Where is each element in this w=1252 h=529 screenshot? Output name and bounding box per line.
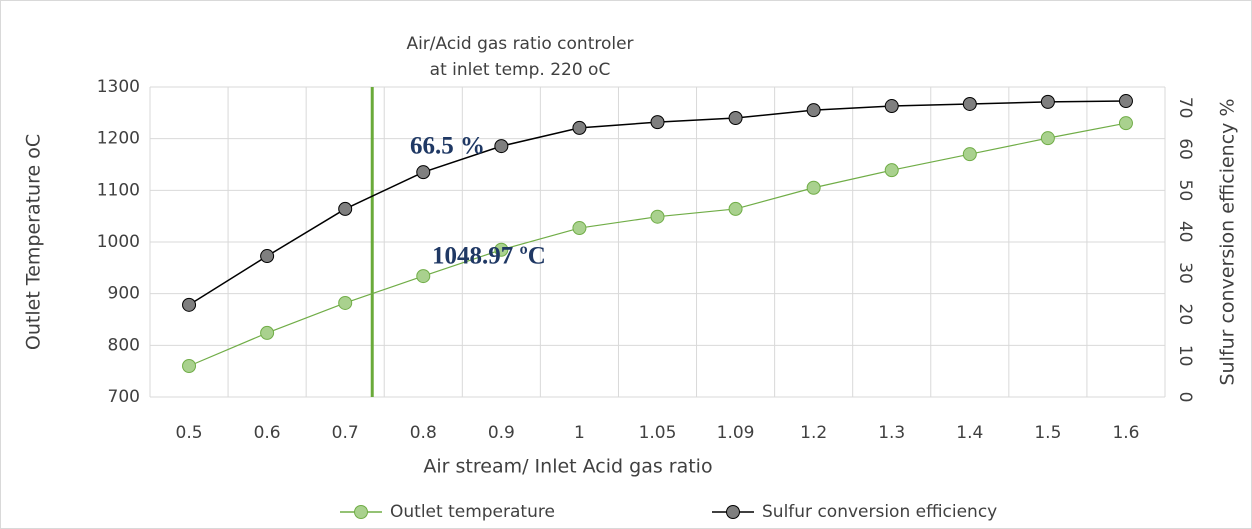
x-tick-label: 1.3 xyxy=(878,423,905,443)
annotation: 66.5 % xyxy=(410,133,485,160)
chart-subtitle: at inlet temp. 220 oC xyxy=(430,60,611,80)
x-tick-label: 0.5 xyxy=(176,423,203,443)
legend-marker xyxy=(726,505,740,519)
y-tick-label: 800 xyxy=(108,335,140,355)
x-tick-label: 0.6 xyxy=(254,423,281,443)
x-tick-label: 1.4 xyxy=(956,423,983,443)
marker xyxy=(884,163,899,178)
x-tick-label: 1.6 xyxy=(1112,423,1139,443)
y-tick-label: 1200 xyxy=(97,129,140,149)
y-tick-label: 700 xyxy=(108,387,140,407)
y2-tick-label: 50 xyxy=(1175,180,1195,202)
x-tick-label: 1.2 xyxy=(800,423,827,443)
x-tick-label: 0.8 xyxy=(410,423,437,443)
marker xyxy=(260,325,275,340)
marker xyxy=(338,201,353,216)
y2-tick-label: 40 xyxy=(1175,221,1195,243)
marker xyxy=(728,201,743,216)
x-tick-label: 1 xyxy=(574,423,585,443)
marker xyxy=(650,209,665,224)
marker xyxy=(1118,116,1133,131)
marker xyxy=(182,359,197,373)
y2-tick-label: 70 xyxy=(1175,97,1195,119)
marker xyxy=(572,221,587,236)
marker xyxy=(260,249,275,264)
chart-title: Air/Acid gas ratio controler xyxy=(406,34,633,54)
y2-tick-label: 60 xyxy=(1175,138,1195,160)
y2-tick-label: 0 xyxy=(1175,392,1195,403)
marker xyxy=(962,96,977,111)
marker xyxy=(182,297,197,312)
legend-label: Sulfur conversion efficiency xyxy=(762,502,997,522)
x-tick-label: 1.05 xyxy=(639,423,677,443)
marker xyxy=(416,269,431,284)
marker xyxy=(494,139,509,154)
legend-label: Outlet temperature xyxy=(390,502,555,522)
marker xyxy=(806,180,821,195)
x-tick-label: 0.7 xyxy=(332,423,359,443)
x-tick-label: 0.9 xyxy=(488,423,515,443)
marker xyxy=(650,115,665,130)
x-tick-label: 1.5 xyxy=(1034,423,1061,443)
x-tick-label: 1.09 xyxy=(717,423,755,443)
marker xyxy=(728,111,743,125)
marker xyxy=(962,147,977,162)
y2-axis-title: Sulfur conversion efficiency % xyxy=(1217,98,1239,385)
legend-marker xyxy=(354,505,368,519)
y-tick-label: 1300 xyxy=(97,77,140,97)
marker xyxy=(572,120,587,135)
marker xyxy=(416,165,431,180)
y-tick-label: 900 xyxy=(108,284,140,304)
y2-tick-label: 10 xyxy=(1175,345,1195,367)
y-tick-label: 1000 xyxy=(97,232,140,252)
annotation: 1048.97 ºC xyxy=(432,243,546,270)
marker xyxy=(1040,131,1055,146)
marker xyxy=(884,99,899,114)
y2-tick-label: 30 xyxy=(1175,262,1195,284)
x-axis-title: Air stream/ Inlet Acid gas ratio xyxy=(423,456,712,478)
marker xyxy=(338,295,353,310)
marker xyxy=(1118,94,1133,109)
marker xyxy=(806,103,821,118)
y-axis-title: Outlet Temperature oC xyxy=(23,134,45,350)
y-tick-label: 1100 xyxy=(97,180,140,200)
marker xyxy=(1040,94,1055,109)
marker xyxy=(494,242,509,257)
y2-tick-label: 20 xyxy=(1175,304,1195,326)
